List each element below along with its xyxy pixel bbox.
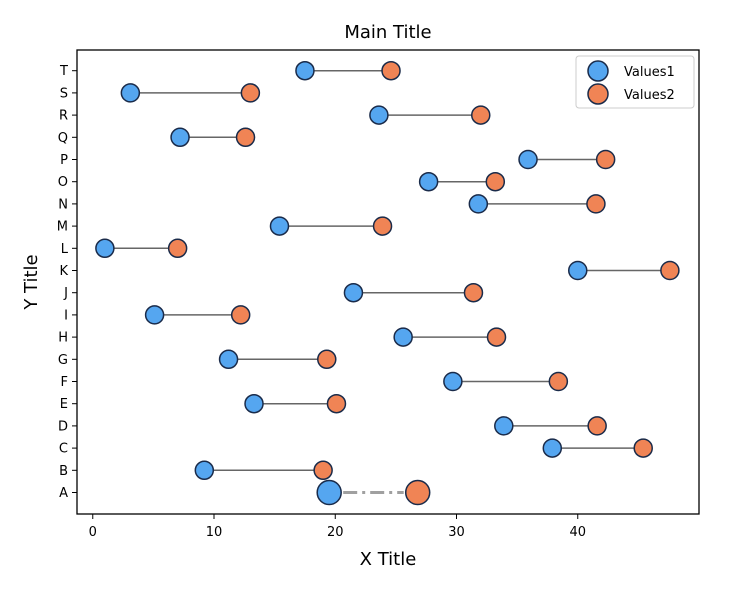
- point-values2-A: [404, 479, 431, 506]
- y-axis-title: Y Title: [21, 254, 42, 310]
- x-axis-title: X Title: [360, 549, 417, 570]
- y-tick-label: R: [59, 109, 68, 124]
- y-tick-label: T: [59, 64, 68, 79]
- connector-lines: [104, 69, 670, 494]
- point-values2-K: [660, 260, 680, 281]
- y-tick-label: C: [59, 442, 68, 457]
- y-tick-label: G: [58, 353, 68, 368]
- point-values2-L: [167, 238, 188, 259]
- y-tick-label: M: [57, 220, 68, 235]
- legend-marker-values2: [587, 83, 609, 105]
- x-tick-label: 40: [569, 525, 586, 540]
- legend-label-values2: Values2: [624, 88, 675, 103]
- x-axis-ticks: 0 10 20 30 40: [89, 514, 586, 540]
- y-tick-label: S: [60, 86, 68, 101]
- point-values1-M: [269, 216, 290, 236]
- point-values2-I: [230, 305, 251, 325]
- point-values2-B: [313, 460, 333, 481]
- point-values1-R: [369, 105, 389, 125]
- point-values2-S: [240, 83, 261, 103]
- point-values2-F: [548, 371, 569, 392]
- point-values2-R: [471, 105, 491, 125]
- point-values1-G: [218, 349, 239, 370]
- point-values1-J: [343, 282, 364, 303]
- point-values1-C: [542, 438, 563, 458]
- point-values1-D: [494, 416, 514, 436]
- point-values2-N: [586, 194, 606, 214]
- y-tick-label: N: [58, 197, 68, 212]
- y-tick-label: Q: [58, 131, 68, 146]
- x-tick-label: 0: [89, 525, 97, 540]
- y-tick-label: K: [59, 264, 68, 279]
- point-values1-O: [418, 171, 439, 192]
- legend-marker-values1: [587, 60, 609, 82]
- point-values1-A: [316, 479, 342, 506]
- point-values2-H: [486, 327, 507, 347]
- point-values2-C: [633, 438, 653, 458]
- x-tick-label: 30: [448, 525, 465, 540]
- point-values1-F: [443, 371, 463, 392]
- y-tick-label: P: [60, 153, 68, 168]
- point-values1-T: [295, 60, 315, 81]
- legend-label-values1: Values1: [624, 65, 675, 80]
- y-tick-label: I: [64, 308, 68, 323]
- point-values1-L: [95, 238, 115, 259]
- point-values2-T: [381, 60, 401, 81]
- point-values1-N: [468, 194, 489, 214]
- point-values1-S: [120, 83, 141, 103]
- point-values2-M: [372, 216, 393, 236]
- x-tick-label: 20: [327, 525, 344, 540]
- y-tick-label: E: [60, 397, 68, 412]
- point-values1-I: [144, 305, 165, 325]
- y-tick-label: H: [58, 331, 68, 346]
- point-values2-D: [587, 416, 607, 436]
- point-values2-G: [317, 349, 337, 370]
- y-tick-label: O: [58, 175, 68, 190]
- x-tick-label: 10: [206, 525, 223, 540]
- point-values1-E: [244, 393, 264, 414]
- chart-title: Main Title: [344, 22, 431, 43]
- point-values1-B: [194, 460, 215, 481]
- y-tick-label: A: [59, 486, 68, 501]
- point-values2-O: [485, 171, 506, 192]
- point-values2-J: [463, 282, 484, 303]
- data-markers: [95, 60, 680, 506]
- point-values1-P: [518, 149, 538, 170]
- y-tick-label: F: [61, 375, 68, 390]
- y-tick-label: J: [63, 286, 68, 301]
- point-values1-H: [393, 327, 413, 347]
- point-values2-P: [595, 149, 616, 170]
- legend: Values1 Values2: [575, 55, 695, 109]
- plot-area: [76, 49, 700, 515]
- point-values2-Q: [235, 127, 256, 148]
- point-values2-E: [326, 393, 347, 414]
- point-values1-Q: [170, 127, 190, 148]
- y-tick-label: B: [59, 464, 68, 479]
- y-tick-label: D: [58, 419, 68, 434]
- point-values1-K: [568, 260, 588, 281]
- y-tick-label: L: [61, 242, 69, 257]
